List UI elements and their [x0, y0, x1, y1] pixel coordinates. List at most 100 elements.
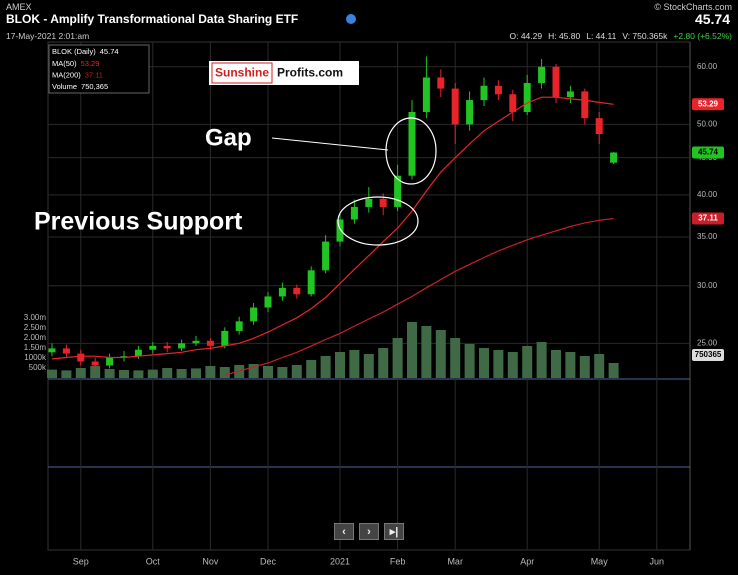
- close-label: 45.74: [698, 148, 719, 157]
- candle-body: [120, 356, 128, 358]
- candle-body: [379, 198, 387, 207]
- logo-right: Profits.com: [277, 66, 343, 80]
- y-tick-label: 3.00m: [24, 313, 47, 322]
- candle-body: [178, 343, 186, 349]
- y-tick-label: 500k: [29, 363, 47, 372]
- volume-box: [692, 348, 724, 361]
- nav-next[interactable]: ›: [359, 523, 379, 540]
- y-tick-label: 60.00: [697, 62, 718, 71]
- volume-bar: [363, 354, 374, 378]
- candle-body: [566, 91, 574, 98]
- logo-frame: [211, 62, 273, 84]
- legend-box: [48, 44, 150, 94]
- volume-bar: [306, 360, 317, 378]
- y-tick-label: 50.00: [697, 119, 718, 128]
- logo-box: [209, 61, 359, 85]
- volume-bar: [536, 342, 547, 378]
- candle-body: [494, 85, 502, 95]
- support-circle: [337, 196, 419, 246]
- volume-bar: [507, 352, 518, 378]
- candle-body: [538, 66, 546, 83]
- quote-volume: V: 750.365k: [622, 31, 668, 41]
- candle-body: [336, 219, 344, 242]
- y-tick-label: 40.00: [697, 190, 718, 199]
- candle-body: [365, 198, 373, 207]
- candle-body: [48, 348, 56, 353]
- gap-circle: [385, 117, 437, 185]
- candle-body: [134, 349, 142, 357]
- y-tick-label: 2.50m: [24, 323, 47, 332]
- copyright: © StockCharts.com: [654, 2, 732, 12]
- candle-body: [62, 348, 70, 354]
- volume-bar: [335, 352, 345, 378]
- volume-bar: [378, 348, 389, 378]
- candle-body: [394, 175, 402, 207]
- x-tick-label: May: [591, 556, 609, 566]
- x-tick-label: Feb: [390, 556, 406, 566]
- x-tick-label: Sep: [73, 556, 89, 566]
- ma-line: [224, 217, 614, 376]
- volume-bar: [176, 369, 187, 378]
- volume-bar: [551, 350, 561, 378]
- price: 45.74: [694, 11, 730, 27]
- candle-body: [307, 270, 315, 295]
- volume-bar: [594, 354, 605, 378]
- x-tick-label: Dec: [260, 556, 277, 566]
- quote-high: H: 45.80: [548, 31, 581, 41]
- volume-bar: [421, 326, 432, 378]
- volume-bar: [133, 370, 144, 378]
- candle-body: [408, 111, 416, 176]
- legend-value: 45.74: [100, 47, 119, 56]
- volume-bar: [291, 365, 302, 378]
- candle-body: [350, 206, 358, 220]
- candle-body: [250, 307, 258, 322]
- candle-body: [163, 345, 171, 349]
- gap-arrow: [271, 137, 389, 151]
- candle-body: [91, 361, 99, 366]
- volume-bar: [435, 330, 446, 378]
- volume-bar: [104, 369, 115, 378]
- volume-bar: [119, 370, 129, 378]
- candle-body: [77, 353, 85, 362]
- gap-label: Gap: [205, 124, 252, 151]
- volume-bar: [608, 362, 619, 378]
- y-tick-label: 30.00: [697, 281, 718, 290]
- volume-label: 750365: [695, 350, 722, 359]
- candle-body: [437, 77, 445, 89]
- volume-bar: [162, 368, 173, 378]
- ma-box: [692, 98, 724, 111]
- volume-bar: [277, 367, 288, 378]
- candle-body: [581, 91, 589, 119]
- quote: O: 44.29 H: 45.80 L: 44.11 V: 750.365k +…: [509, 31, 732, 41]
- candle-body: [451, 88, 459, 125]
- volume-bar: [579, 356, 590, 378]
- candle-body: [466, 100, 474, 125]
- candle-body: [610, 152, 618, 163]
- candle-body: [264, 296, 272, 308]
- volume-bar: [493, 350, 504, 378]
- candle-body: [235, 321, 243, 331]
- legend-value: 750,365: [81, 82, 108, 91]
- volume-bar: [248, 364, 259, 378]
- candle-body: [422, 77, 430, 112]
- nav-prev[interactable]: ‹: [334, 523, 354, 540]
- x-tick-label: Apr: [520, 556, 534, 566]
- volume-bar: [147, 369, 158, 378]
- x-tick-label: Nov: [202, 556, 219, 566]
- volume-bar: [450, 338, 461, 378]
- volume-bar: [205, 366, 216, 378]
- volume-bar: [407, 322, 417, 378]
- candle-body: [595, 118, 603, 135]
- info-icon[interactable]: [346, 14, 356, 24]
- y-tick-label: 1.50m: [24, 343, 47, 352]
- volume-bar: [75, 368, 86, 378]
- candle-body: [552, 66, 560, 98]
- ma-line: [51, 96, 614, 360]
- volume-bar: [392, 338, 403, 378]
- nav-end[interactable]: ▸|: [384, 523, 404, 540]
- volume-bar: [263, 366, 273, 378]
- volume-bar: [90, 366, 101, 378]
- volume-bar: [522, 346, 533, 378]
- x-tick-label: Oct: [146, 556, 161, 566]
